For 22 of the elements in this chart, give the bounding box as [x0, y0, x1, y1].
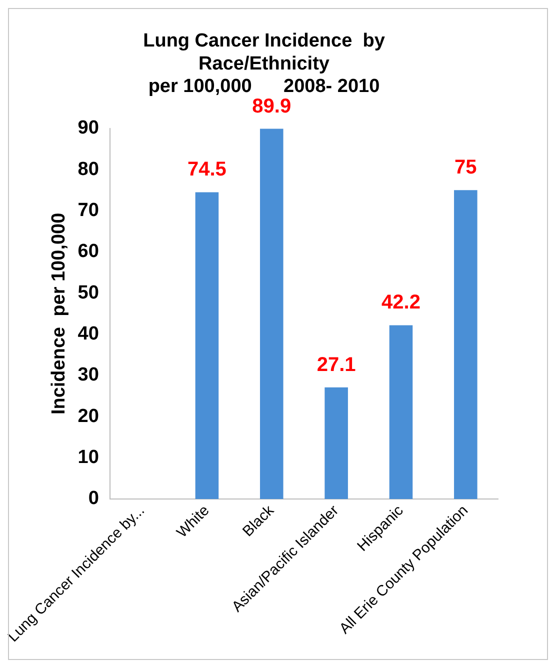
data-label: 75: [454, 156, 477, 179]
y-tick-label: 10: [78, 447, 99, 468]
y-tick-label: 30: [78, 364, 99, 386]
y-tick-label: 60: [78, 241, 99, 262]
data-label: 42.2: [382, 292, 420, 314]
y-tick-label: 50: [78, 282, 99, 304]
y-tick-label: 0: [88, 488, 99, 510]
bar: [324, 387, 348, 499]
chart-title: Lung Cancer Incidence by Race/Ethnicity per 100,000 2008- 2010: [143, 30, 386, 98]
bar: [195, 192, 219, 499]
y-axis-title: Incidence per 100,000: [48, 212, 70, 415]
y-tick-label: 70: [78, 200, 99, 221]
bar: [260, 128, 284, 499]
y-tick-label: 40: [78, 324, 99, 345]
y-tick-label: 20: [78, 406, 99, 427]
data-label: 74.5: [187, 158, 226, 181]
data-label: 27.1: [316, 354, 356, 376]
bar: [389, 325, 413, 499]
y-tick-label: 90: [78, 118, 99, 139]
data-label: 89.9: [252, 95, 292, 118]
y-tick-label: 80: [78, 158, 99, 180]
bar: [454, 190, 478, 499]
